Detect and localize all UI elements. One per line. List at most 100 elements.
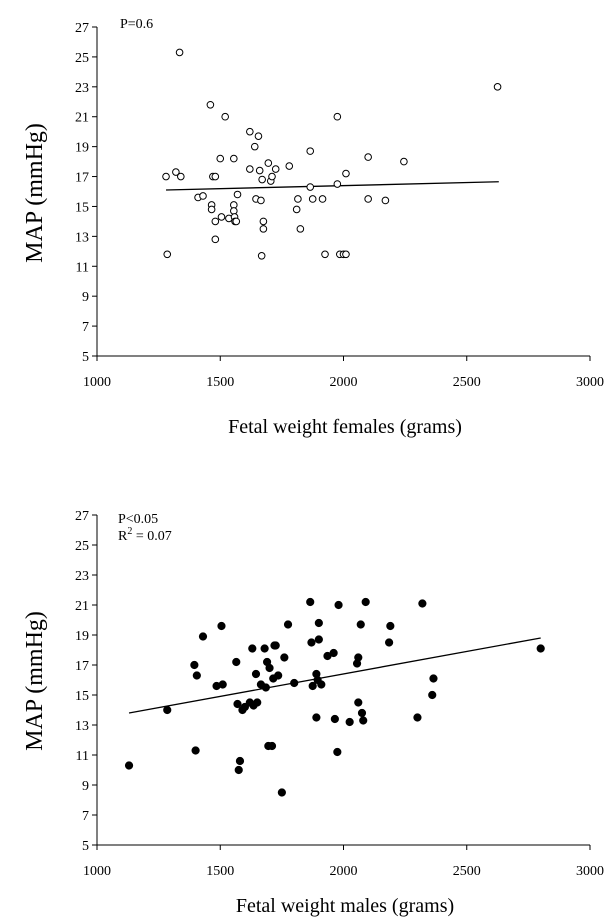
data-point	[234, 765, 243, 775]
data-point	[359, 716, 368, 725]
data-point	[207, 205, 216, 214]
data-point	[280, 653, 289, 662]
females-scatter-panel: P=0.6 Fetal weight females (grams) MAP (…	[22, 17, 604, 438]
data-point	[255, 166, 264, 175]
data-point	[333, 180, 342, 188]
data-point	[354, 653, 363, 662]
y-tick-label: 7	[82, 809, 89, 824]
data-point	[191, 746, 200, 755]
y-tick-label: 19	[75, 141, 89, 156]
data-point	[235, 756, 245, 766]
x-tick-label: 1000	[83, 864, 111, 879]
data-point	[333, 112, 342, 121]
data-point	[285, 162, 294, 170]
data-point	[364, 153, 372, 161]
data-point	[177, 172, 185, 181]
r-squared-annotation: R2 = 0.07	[118, 526, 172, 544]
x-tick-label: 1000	[83, 375, 111, 390]
data-point	[257, 252, 266, 260]
y-tick-label: 15	[75, 689, 89, 704]
data-point	[250, 142, 259, 151]
y-tick-label: 11	[76, 260, 89, 275]
data-point	[217, 621, 226, 631]
data-point	[251, 669, 261, 679]
data-point	[283, 620, 293, 629]
x-tick-label: 2000	[330, 375, 358, 390]
y-tick-label: 27	[75, 21, 89, 36]
data-point	[162, 172, 170, 181]
data-point	[124, 761, 134, 770]
data-point	[277, 788, 286, 797]
data-point	[356, 620, 365, 629]
data-point	[385, 638, 394, 647]
data-point	[418, 599, 427, 608]
data-point	[306, 147, 315, 155]
data-point	[357, 708, 367, 718]
regression-line	[166, 181, 499, 191]
y-tick-label: 15	[75, 200, 89, 215]
data-point	[211, 172, 220, 181]
data-point	[211, 217, 220, 226]
p-value-annotation: P<0.05	[118, 512, 158, 527]
y-tick-label: 13	[75, 230, 89, 245]
data-point	[265, 663, 274, 673]
data-point	[321, 250, 329, 259]
data-point	[221, 112, 229, 121]
data-point	[306, 183, 315, 191]
data-point	[334, 600, 343, 610]
x-tick-label: 1500	[206, 864, 234, 879]
y-tick-label: 7	[82, 320, 89, 335]
y-tick-label: 9	[82, 290, 89, 305]
y-axis-label: MAP (mmHg)	[22, 123, 48, 263]
data-point	[268, 172, 276, 181]
data-point	[274, 671, 283, 680]
data-point	[198, 632, 208, 641]
data-point	[386, 621, 395, 631]
data-point	[258, 175, 266, 184]
data-point	[216, 154, 225, 163]
data-point	[364, 195, 372, 203]
data-point	[306, 597, 315, 607]
y-tick-label: 21	[75, 111, 89, 126]
data-point	[190, 660, 199, 670]
x-tick-label: 3000	[576, 375, 604, 390]
y-tick-label: 23	[75, 81, 89, 96]
data-point	[267, 741, 277, 751]
p-value-annotation: P=0.6	[120, 17, 153, 32]
y-tick-label: 27	[75, 509, 89, 524]
data-point	[290, 678, 299, 688]
data-point	[329, 648, 338, 658]
data-point	[259, 225, 268, 233]
data-point	[232, 657, 241, 667]
data-point	[345, 717, 354, 727]
y-tick-label: 17	[75, 659, 89, 674]
data-point	[264, 159, 273, 167]
r-squared-label: R	[118, 529, 128, 544]
y-tick-label: 9	[82, 779, 89, 794]
data-point	[330, 714, 339, 724]
y-tick-label: 19	[75, 629, 89, 644]
data-point	[260, 644, 269, 653]
data-point	[257, 196, 265, 205]
data-point	[206, 100, 215, 109]
y-tick-label: 25	[75, 51, 89, 66]
data-point	[536, 644, 545, 653]
y-tick-label: 23	[75, 569, 89, 584]
data-point	[428, 690, 437, 700]
data-point	[175, 48, 184, 57]
data-point	[246, 127, 254, 136]
data-point	[192, 671, 201, 680]
data-point	[218, 680, 227, 689]
data-point	[308, 681, 317, 691]
y-axis-label: MAP (mmHg)	[22, 611, 48, 751]
data-point	[342, 169, 350, 178]
data-point	[163, 250, 172, 259]
regression-line	[128, 637, 541, 714]
data-point	[233, 699, 242, 709]
x-axis-label: Fetal weight males (grams)	[236, 895, 454, 917]
data-point	[342, 250, 350, 259]
data-point	[232, 217, 241, 226]
data-point	[163, 705, 172, 715]
data-point	[271, 641, 280, 650]
